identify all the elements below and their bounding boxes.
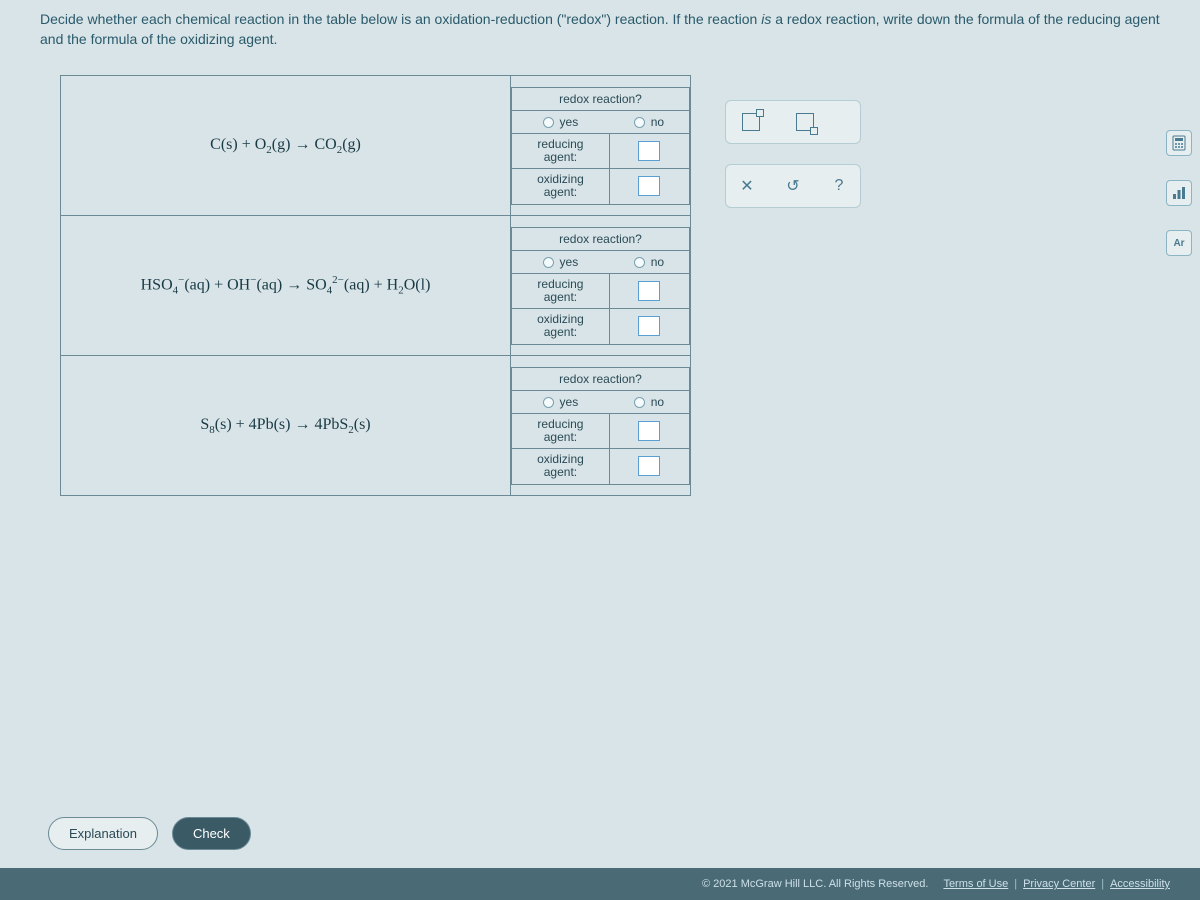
superscript-tool-button[interactable]	[736, 109, 766, 135]
copyright-text: © 2021 McGraw Hill LLC. All Rights Reser…	[702, 878, 928, 890]
graph-icon[interactable]	[1166, 180, 1192, 206]
reducing-agent-input[interactable]	[638, 421, 660, 441]
answer-cell: redox reaction? yes no reducingagent: ox…	[511, 76, 691, 216]
reset-button[interactable]: ✕	[736, 173, 758, 199]
action-tool-group: ✕ ↺ ?	[725, 164, 861, 208]
radio-icon	[543, 397, 554, 408]
check-button[interactable]: Check	[172, 817, 251, 850]
oxidizing-agent-input-cell	[609, 449, 689, 484]
no-label: no	[651, 395, 664, 409]
oxidizing-agent-input-cell	[609, 309, 689, 344]
radio-icon	[634, 397, 645, 408]
answer-cell: redox reaction? yes no reducingagent: ox…	[511, 216, 691, 356]
equation-cell: S8(s) + 4Pb(s) → 4PbS2(s)	[61, 356, 511, 496]
answer-cell: redox reaction? yes no reducingagent: ox…	[511, 356, 691, 496]
reducing-agent-label: reducingagent:	[512, 413, 610, 448]
reducing-agent-input[interactable]	[638, 281, 660, 301]
oxidizing-agent-input-cell	[609, 169, 689, 204]
no-option[interactable]: no	[609, 390, 689, 413]
equation-cell: HSO4−(aq) + OH−(aq) → SO42−(aq) + H2O(l)	[61, 216, 511, 356]
reactions-table: C(s) + O2(g) → CO2(g) redox reaction? ye…	[60, 75, 691, 496]
yes-label: yes	[560, 395, 579, 409]
redox-header: redox reaction?	[512, 227, 690, 250]
oxidizing-agent-label: oxidizingagent:	[512, 309, 610, 344]
footer: © 2021 McGraw Hill LLC. All Rights Reser…	[0, 868, 1200, 900]
side-toolbar: Ar	[1166, 130, 1192, 256]
oxidizing-agent-label: oxidizingagent:	[512, 449, 610, 484]
privacy-link[interactable]: Privacy Center	[1023, 878, 1095, 890]
radio-icon	[543, 117, 554, 128]
reducing-agent-input[interactable]	[638, 141, 660, 161]
redox-header: redox reaction?	[512, 87, 690, 110]
no-label: no	[651, 255, 664, 269]
oxidizing-agent-label: oxidizingagent:	[512, 169, 610, 204]
radio-icon	[634, 117, 645, 128]
oxidizing-agent-input[interactable]	[638, 316, 660, 336]
radio-icon	[543, 257, 554, 268]
redox-header: redox reaction?	[512, 367, 690, 390]
yes-option[interactable]: yes	[512, 110, 610, 133]
yes-label: yes	[560, 115, 579, 129]
reducing-agent-label: reducingagent:	[512, 133, 610, 168]
no-option[interactable]: no	[609, 110, 689, 133]
radio-icon	[634, 257, 645, 268]
reducing-agent-input-cell	[609, 273, 689, 308]
terms-link[interactable]: Terms of Use	[943, 878, 1008, 890]
calculator-icon[interactable]	[1166, 130, 1192, 156]
explanation-button[interactable]: Explanation	[48, 817, 158, 850]
help-button[interactable]: ?	[828, 173, 850, 199]
no-option[interactable]: no	[609, 250, 689, 273]
equation-cell: C(s) + O2(g) → CO2(g)	[61, 76, 511, 216]
undo-button[interactable]: ↺	[782, 173, 804, 199]
reducing-agent-label: reducingagent:	[512, 273, 610, 308]
table-row: HSO4−(aq) + OH−(aq) → SO42−(aq) + H2O(l)…	[61, 216, 691, 356]
reducing-agent-input-cell	[609, 413, 689, 448]
yes-option[interactable]: yes	[512, 390, 610, 413]
periodic-label: Ar	[1173, 238, 1184, 249]
oxidizing-agent-input[interactable]	[638, 456, 660, 476]
periodic-table-icon[interactable]: Ar	[1166, 230, 1192, 256]
yes-label: yes	[560, 255, 579, 269]
instructions-text: Decide whether each chemical reaction in…	[0, 0, 1200, 55]
table-row: C(s) + O2(g) → CO2(g) redox reaction? ye…	[61, 76, 691, 216]
bottom-button-row: Explanation Check	[48, 817, 251, 850]
table-row: S8(s) + 4Pb(s) → 4PbS2(s) redox reaction…	[61, 356, 691, 496]
reducing-agent-input-cell	[609, 133, 689, 168]
oxidizing-agent-input[interactable]	[638, 176, 660, 196]
accessibility-link[interactable]: Accessibility	[1110, 878, 1170, 890]
no-label: no	[651, 115, 664, 129]
format-tool-group	[725, 100, 861, 144]
yes-option[interactable]: yes	[512, 250, 610, 273]
subscript-tool-button[interactable]	[790, 109, 820, 135]
